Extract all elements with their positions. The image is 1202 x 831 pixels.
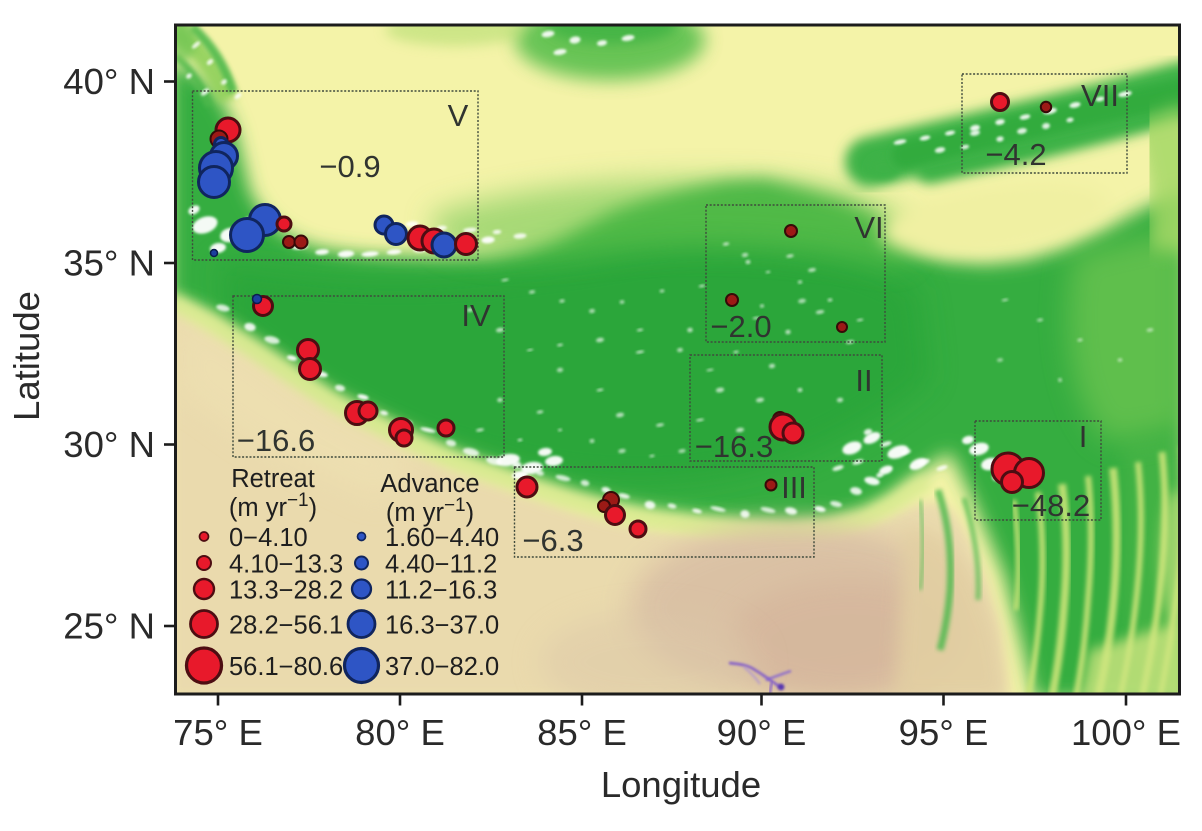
svg-text:−16.6: −16.6 (237, 423, 315, 458)
svg-text:Advance: Advance (380, 470, 479, 498)
svg-text:25° N: 25° N (63, 606, 155, 647)
svg-text:1.60−4.40: 1.60−4.40 (385, 524, 499, 552)
svg-text:0−4.10: 0−4.10 (229, 524, 308, 552)
svg-text:80° E: 80° E (355, 712, 445, 753)
svg-text:−6.3: −6.3 (522, 523, 583, 558)
svg-text:−0.9: −0.9 (319, 149, 380, 184)
svg-text:95° E: 95° E (899, 712, 989, 753)
svg-text:90° E: 90° E (717, 712, 807, 753)
svg-text:−48.2: −48.2 (1012, 488, 1090, 523)
svg-text:−16.3: −16.3 (695, 429, 773, 464)
svg-text:VII: VII (1081, 78, 1119, 113)
svg-text:75° E: 75° E (173, 712, 263, 753)
svg-text:II: II (855, 363, 872, 398)
svg-text:−4.2: −4.2 (985, 137, 1046, 172)
svg-text:I: I (1079, 419, 1088, 454)
svg-text:V: V (448, 98, 469, 133)
svg-text:13.3−28.2: 13.3−28.2 (229, 577, 343, 605)
svg-text:40° N: 40° N (63, 61, 155, 102)
svg-text:Latitude: Latitude (6, 291, 47, 421)
svg-text:16.3−37.0: 16.3−37.0 (385, 612, 499, 640)
svg-text:III: III (781, 470, 807, 505)
svg-text:85° E: 85° E (537, 712, 627, 753)
svg-text:4.40−11.2: 4.40−11.2 (385, 551, 497, 579)
svg-text:100° E: 100° E (1071, 712, 1181, 753)
svg-text:37.0−82.0: 37.0−82.0 (385, 653, 499, 681)
svg-text:VI: VI (854, 210, 883, 245)
svg-text:30° N: 30° N (63, 424, 155, 465)
svg-text:IV: IV (461, 298, 491, 333)
svg-text:35° N: 35° N (63, 243, 155, 284)
svg-text:11.2−16.3: 11.2−16.3 (385, 577, 497, 605)
svg-text:28.2−56.1: 28.2−56.1 (229, 612, 343, 640)
svg-text:−2.0: −2.0 (710, 309, 771, 344)
svg-text:Longitude: Longitude (601, 764, 761, 805)
svg-text:4.10−13.3: 4.10−13.3 (229, 551, 343, 579)
svg-text:56.1−80.6: 56.1−80.6 (229, 653, 343, 681)
svg-text:Retreat: Retreat (231, 465, 315, 493)
